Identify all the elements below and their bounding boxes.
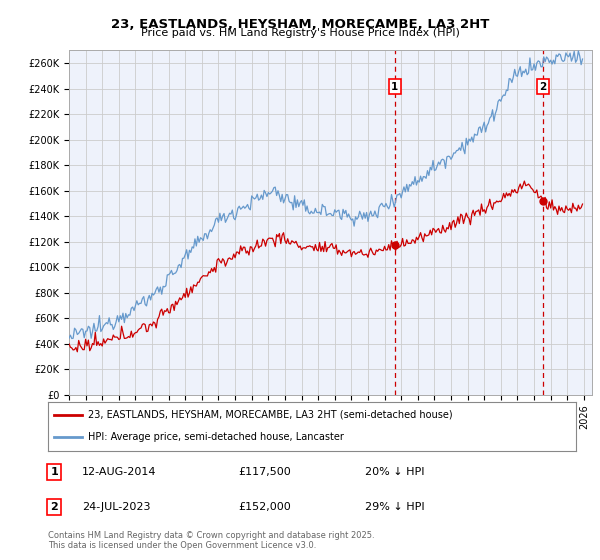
Text: £152,000: £152,000 (238, 502, 291, 512)
Text: 12-AUG-2014: 12-AUG-2014 (82, 467, 157, 477)
Text: 29% ↓ HPI: 29% ↓ HPI (365, 502, 424, 512)
Text: Price paid vs. HM Land Registry's House Price Index (HPI): Price paid vs. HM Land Registry's House … (140, 28, 460, 38)
Text: £117,500: £117,500 (238, 467, 291, 477)
Text: 1: 1 (391, 82, 398, 92)
Text: 2: 2 (539, 82, 547, 92)
Text: 23, EASTLANDS, HEYSHAM, MORECAMBE, LA3 2HT: 23, EASTLANDS, HEYSHAM, MORECAMBE, LA3 2… (111, 18, 489, 31)
Text: 1: 1 (50, 467, 58, 477)
Text: 20% ↓ HPI: 20% ↓ HPI (365, 467, 424, 477)
Text: Contains HM Land Registry data © Crown copyright and database right 2025.
This d: Contains HM Land Registry data © Crown c… (48, 531, 374, 550)
Text: 23, EASTLANDS, HEYSHAM, MORECAMBE, LA3 2HT (semi-detached house): 23, EASTLANDS, HEYSHAM, MORECAMBE, LA3 2… (88, 410, 452, 420)
Text: 2: 2 (50, 502, 58, 512)
Text: HPI: Average price, semi-detached house, Lancaster: HPI: Average price, semi-detached house,… (88, 432, 343, 442)
Text: 24-JUL-2023: 24-JUL-2023 (82, 502, 151, 512)
